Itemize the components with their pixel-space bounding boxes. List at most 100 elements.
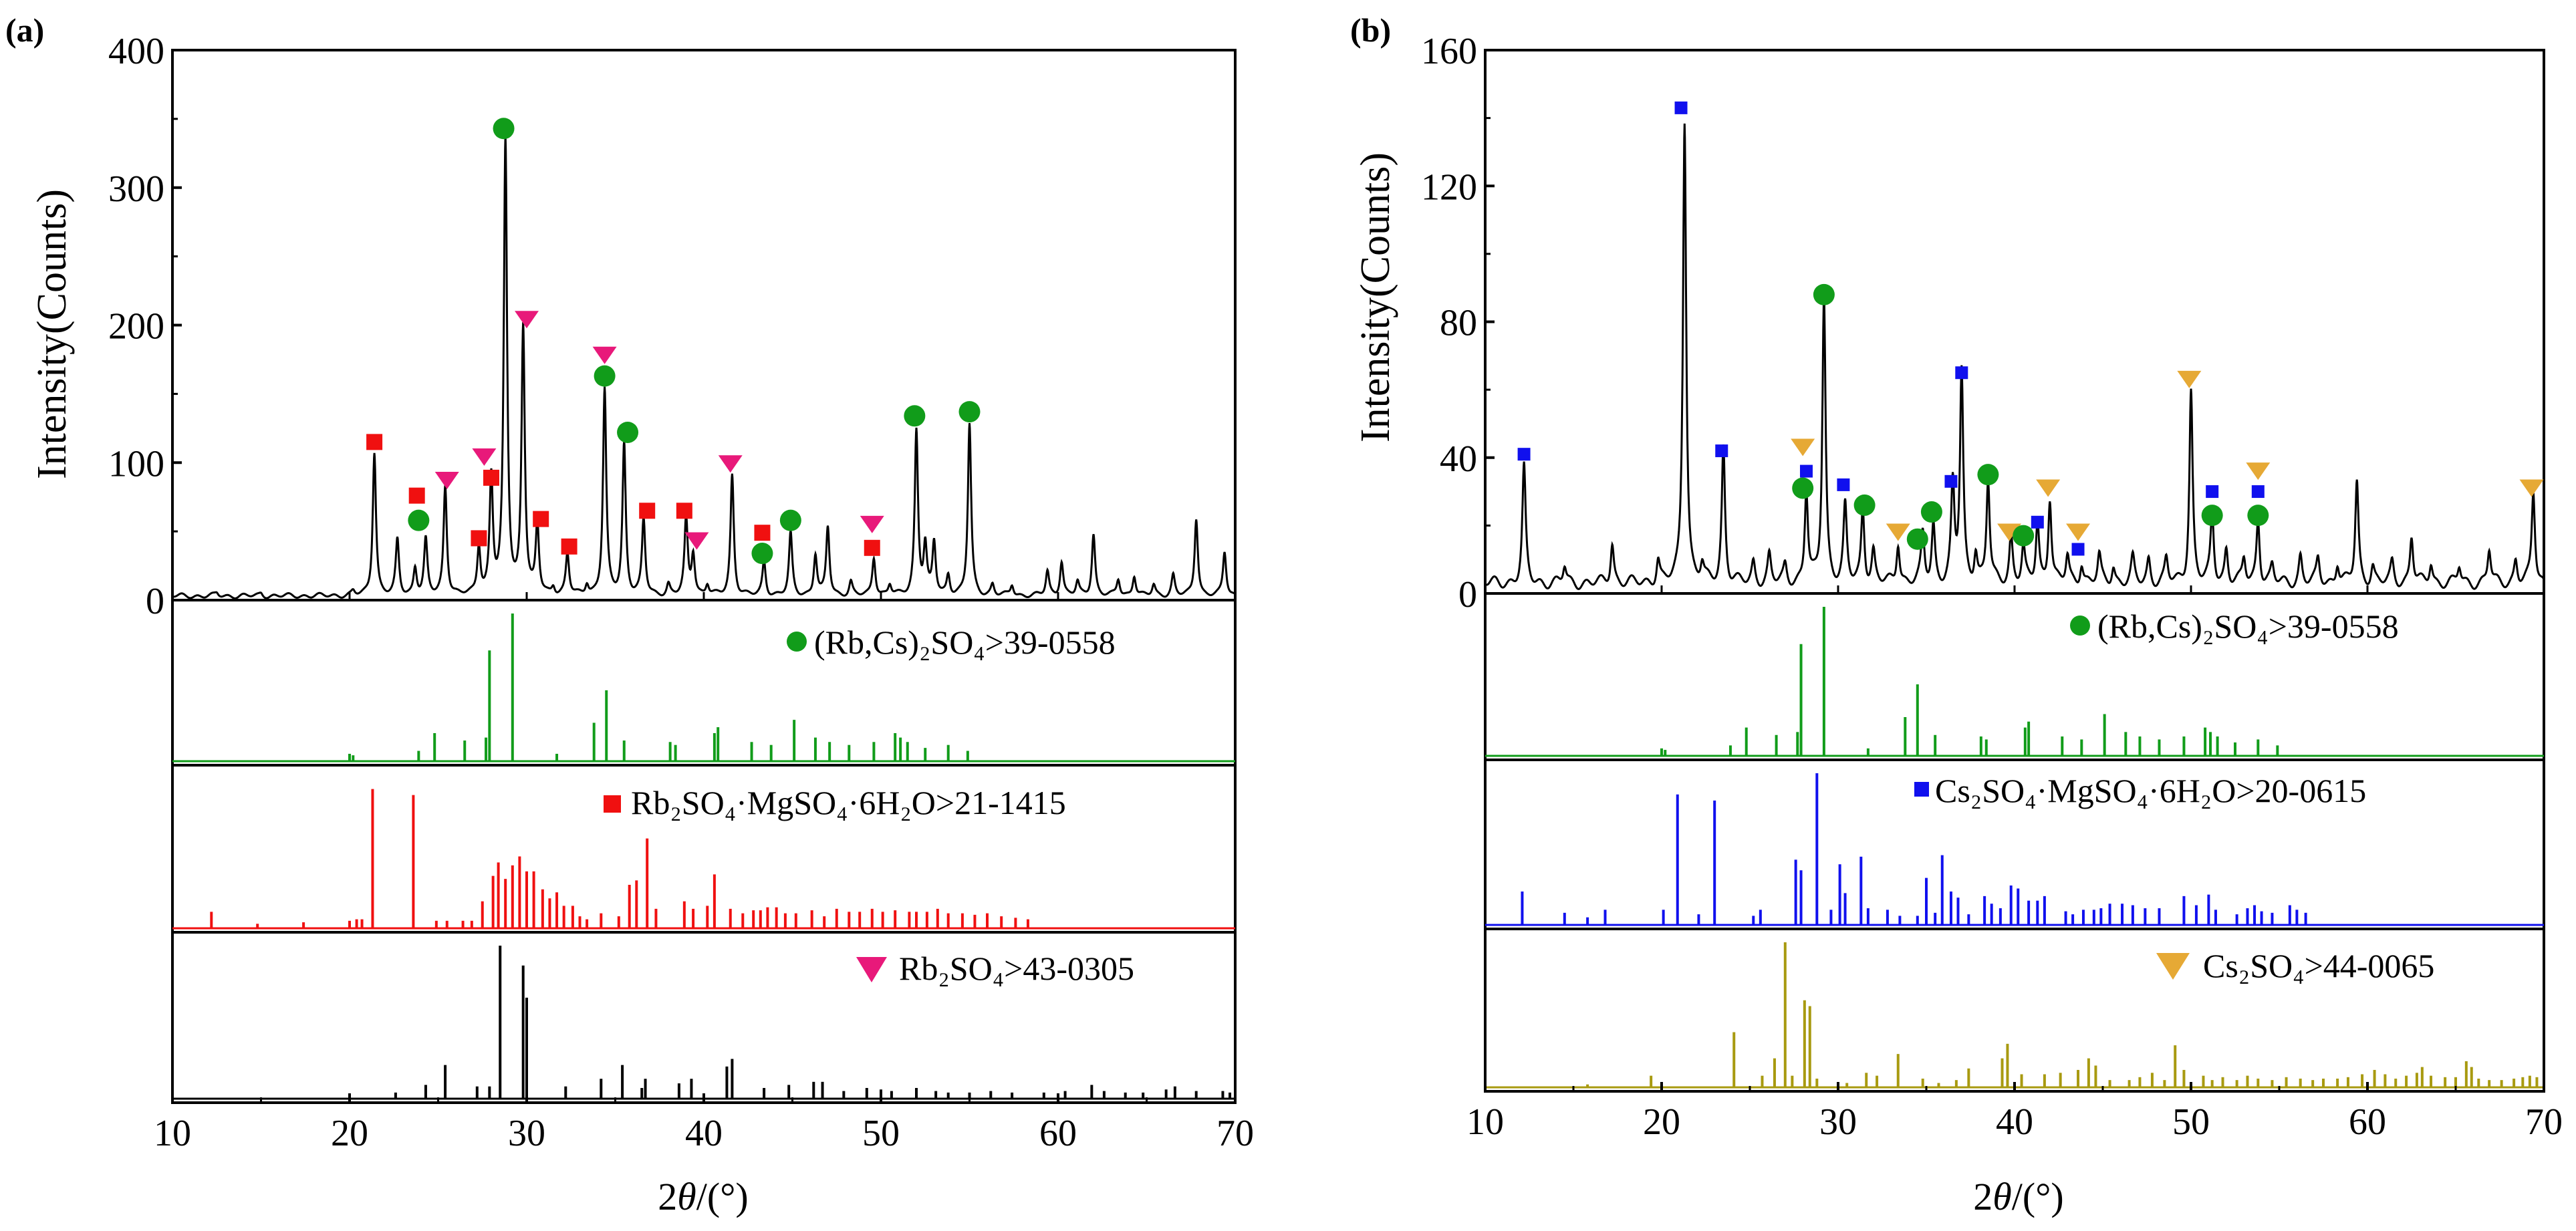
panel-a-x-axis-label: 2θ/(°) bbox=[658, 1175, 748, 1218]
panel-b-y-axis: 0 40 80 120 160 bbox=[1421, 31, 1495, 616]
panel-a-legend-2-text: Rb₂SO₄·MgSO₄·6H₂O>21-1415 bbox=[631, 784, 1066, 821]
phase-marker-circle bbox=[1977, 464, 1999, 486]
x-tick-label: 10 bbox=[1466, 1101, 1504, 1143]
phase-marker-square bbox=[864, 539, 880, 556]
phase-marker-square bbox=[2071, 543, 2085, 556]
legend-triangle-marker bbox=[2156, 953, 2190, 980]
phase-marker-circle bbox=[1792, 477, 1814, 499]
panel-a-legend-3-text: Rb₂SO₄>43-0305 bbox=[899, 950, 1134, 987]
phase-marker-triangle bbox=[684, 532, 709, 550]
y-tick-label: 400 bbox=[108, 31, 164, 72]
panel-b-x-axis-label: 2θ/(°) bbox=[1973, 1175, 2063, 1218]
x-tick-label: 10 bbox=[154, 1113, 191, 1154]
panel-b-y-axis-label: Intensity(Counts) bbox=[1353, 152, 1398, 442]
y-tick-label: 40 bbox=[1440, 438, 1477, 480]
phase-marker-square bbox=[1517, 448, 1531, 461]
phase-marker-triangle bbox=[2177, 370, 2202, 388]
phase-marker-circle bbox=[1813, 283, 1835, 305]
phase-marker-square bbox=[2031, 515, 2044, 529]
phase-marker-circle bbox=[408, 509, 430, 531]
x-tick-label: 20 bbox=[331, 1113, 368, 1154]
phase-marker-circle bbox=[2013, 525, 2035, 547]
phase-marker-triangle bbox=[2519, 479, 2544, 497]
phase-marker-circle bbox=[1906, 528, 1928, 550]
phase-marker-circle bbox=[779, 509, 801, 531]
panel-b-pattern-plot bbox=[1484, 49, 2545, 1093]
phase-marker-square bbox=[1837, 478, 1850, 491]
x-tick-label: 40 bbox=[1996, 1101, 2033, 1143]
y-tick-label: 0 bbox=[1458, 574, 1477, 616]
phase-marker-square bbox=[639, 503, 656, 519]
phase-marker-circle bbox=[594, 365, 616, 387]
panel-a-legend-3: Rb₂SO₄>43-0305 bbox=[856, 950, 1134, 987]
x-tick-label: 60 bbox=[2349, 1101, 2386, 1143]
legend-circle-marker bbox=[2070, 616, 2090, 636]
x-tick-label: 30 bbox=[508, 1113, 545, 1154]
phase-marker-square bbox=[1955, 366, 1968, 380]
phase-marker-triangle bbox=[2246, 462, 2271, 481]
phase-marker-triangle bbox=[434, 471, 459, 489]
y-tick-label: 160 bbox=[1421, 31, 1477, 72]
phase-marker-square bbox=[471, 530, 487, 547]
phase-marker-square bbox=[408, 487, 425, 504]
panel-a-legend-1-text: (Rb,Cs)₂SO₄>39-0558 bbox=[814, 624, 1116, 661]
phase-marker-circle bbox=[2247, 505, 2269, 527]
y-tick-label: 0 bbox=[146, 581, 164, 622]
phase-marker-square bbox=[533, 511, 549, 527]
phase-marker-square bbox=[1799, 464, 1813, 478]
phase-marker-circle bbox=[493, 118, 515, 140]
phase-marker-square bbox=[561, 538, 577, 555]
x-tick-label: 70 bbox=[1216, 1113, 1254, 1154]
phase-marker-triangle bbox=[2036, 479, 2061, 497]
phase-marker-triangle bbox=[860, 515, 884, 533]
phase-marker-triangle bbox=[2066, 523, 2091, 541]
panel-a-legend-2: Rb₂SO₄·MgSO₄·6H₂O>21-1415 bbox=[604, 784, 1066, 821]
phase-marker-square bbox=[1674, 101, 1688, 114]
panel-a-y-axis: 0 100 200 300 400 bbox=[108, 31, 182, 622]
x-tick-label: 30 bbox=[1819, 1101, 1857, 1143]
xrd-pattern-line bbox=[172, 134, 1236, 599]
panel-b-legend-1-text: (Rb,Cs)₂SO₄>39-0558 bbox=[2097, 607, 2399, 645]
phase-marker-circle bbox=[1920, 501, 1942, 523]
phase-marker-square bbox=[1944, 474, 1958, 488]
panel-b-legend-3-text: Cs₂SO₄>44-0065 bbox=[2203, 947, 2434, 984]
xrd-pattern-line bbox=[1485, 123, 2545, 590]
legend-circle-marker bbox=[787, 632, 807, 652]
phase-marker-square bbox=[2206, 485, 2219, 499]
phase-marker-circle bbox=[904, 405, 926, 427]
x-tick-label: 50 bbox=[862, 1113, 900, 1154]
phase-marker-triangle bbox=[1886, 523, 1910, 541]
phase-marker-circle bbox=[617, 421, 639, 443]
y-tick-label: 120 bbox=[1421, 166, 1477, 208]
phase-marker-circle bbox=[1853, 494, 1876, 516]
panel-a: (a) 10 20 30 40 50 60 70 0 100 200 300 400 Intensi… bbox=[5, 11, 1254, 1218]
x-tick-label: 60 bbox=[1039, 1113, 1077, 1154]
phase-marker-square bbox=[676, 503, 692, 519]
panel-b-legend-1: (Rb,Cs)₂SO₄>39-0558 bbox=[2070, 607, 2399, 645]
phase-marker-square bbox=[483, 469, 499, 486]
panel-b-legend-2: Cs₂SO₄·MgSO₄·6H₂O>20-0615 bbox=[1914, 772, 2366, 809]
panel-a-reference-rbcs2so4 bbox=[172, 613, 1235, 763]
panel-b-reference-rbcs2so4 bbox=[1485, 607, 2544, 757]
panel-b-reference-cs2so4-mgso4 bbox=[1485, 773, 2544, 926]
x-tick-label: 40 bbox=[685, 1113, 723, 1154]
phase-marker-triangle bbox=[472, 448, 497, 466]
x-tick-label: 70 bbox=[2525, 1101, 2563, 1143]
panel-a-label: (a) bbox=[5, 11, 44, 49]
phase-marker-circle bbox=[2201, 505, 2223, 527]
panel-b-legend-2-text: Cs₂SO₄·MgSO₄·6H₂O>20-0615 bbox=[1935, 772, 2366, 809]
phase-marker-circle bbox=[958, 401, 981, 423]
panel-b-x-axis: 10 20 30 40 50 60 70 bbox=[1466, 585, 2563, 1143]
phase-marker-square bbox=[1715, 444, 1728, 458]
phase-marker-triangle bbox=[1791, 438, 1815, 456]
x-tick-label: 50 bbox=[2172, 1101, 2210, 1143]
panel-b-label: (b) bbox=[1350, 11, 1391, 49]
y-tick-label: 80 bbox=[1440, 303, 1477, 344]
x-tick-label: 20 bbox=[1643, 1101, 1680, 1143]
phase-marker-triangle bbox=[1997, 523, 2022, 541]
y-tick-label: 200 bbox=[108, 306, 164, 348]
panel-a-legend-1: (Rb,Cs)₂SO₄>39-0558 bbox=[787, 624, 1116, 661]
legend-square-marker bbox=[1914, 782, 1929, 797]
